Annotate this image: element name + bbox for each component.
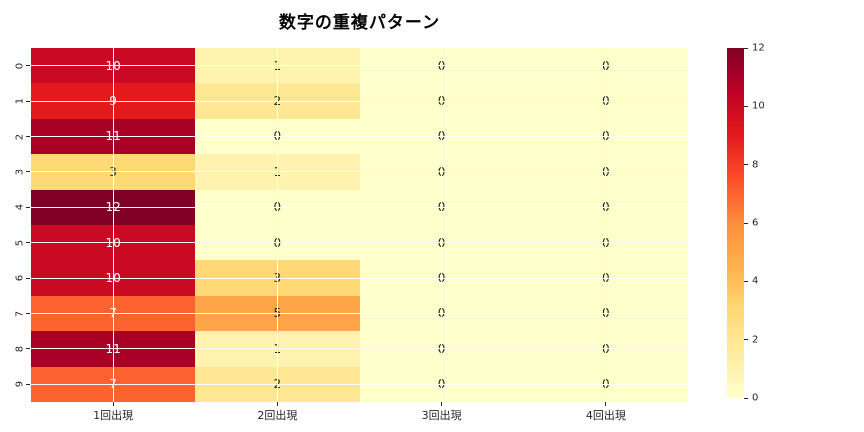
y-tick-label: 0	[14, 62, 26, 69]
heatmap-plot: 1010092001100031001200010000103007500111…	[31, 48, 688, 402]
y-tick-mark	[26, 65, 30, 67]
gridline	[31, 136, 688, 137]
y-tick-label: 1	[14, 97, 26, 105]
gridline	[605, 48, 607, 402]
x-tick-mark	[441, 402, 443, 406]
x-tick-mark	[276, 402, 278, 406]
gridline	[31, 383, 688, 385]
colorbar-tick-label: 4	[752, 275, 759, 287]
gridline	[31, 100, 688, 102]
y-tick-label: 2	[14, 133, 26, 140]
y-tick-mark	[26, 277, 30, 279]
colorbar-tick-mark	[744, 397, 748, 399]
colorbar-tick-mark	[744, 280, 748, 282]
y-tick-mark	[26, 313, 30, 314]
colorbar-tick-mark	[744, 164, 748, 166]
colorbar-tick-mark	[744, 105, 748, 107]
x-tick-label: 4回出現	[585, 409, 626, 422]
gridline	[441, 48, 443, 402]
gridline	[31, 65, 688, 67]
y-tick-mark	[26, 171, 30, 173]
gridline	[31, 348, 688, 350]
y-tick-label: 7	[14, 310, 26, 317]
gridline	[31, 206, 688, 208]
y-tick-label: 8	[14, 345, 26, 353]
gridline	[31, 171, 688, 173]
y-tick-mark	[26, 136, 30, 137]
colorbar-tick-mark	[744, 47, 748, 49]
x-tick-label: 3回出現	[421, 409, 462, 422]
colorbar-tick-label: 6	[752, 217, 759, 229]
gridline	[31, 313, 688, 314]
colorbar-tick-mark	[744, 339, 748, 341]
x-tick-mark	[605, 402, 607, 406]
y-tick-label: 9	[14, 381, 26, 388]
gridline	[276, 48, 278, 402]
y-tick-label: 5	[14, 239, 26, 246]
colorbar-tick-label: 12	[752, 42, 765, 54]
y-tick-mark	[26, 100, 30, 102]
colorbar-tick-label: 0	[752, 392, 759, 404]
y-tick-mark	[26, 348, 30, 350]
x-tick-label: 1回出現	[93, 409, 134, 422]
gridline	[31, 277, 688, 279]
x-tick-label: 2回出現	[257, 409, 298, 422]
y-tick-mark	[26, 383, 30, 385]
gridline	[31, 242, 688, 244]
x-tick-mark	[112, 402, 114, 406]
y-tick-label: 3	[14, 168, 26, 176]
colorbar-tick-label: 10	[752, 100, 765, 112]
colorbar-tick-label: 8	[752, 159, 759, 171]
colorbar-tick-mark	[744, 222, 748, 224]
y-tick-label: 6	[14, 274, 26, 282]
gridline	[112, 48, 114, 402]
colorbar-tick-label: 2	[752, 334, 759, 346]
y-tick-label: 4	[14, 204, 26, 211]
y-tick-mark	[26, 242, 30, 244]
chart-title: 数字の重複パターン	[278, 13, 441, 33]
y-tick-mark	[26, 206, 30, 208]
colorbar	[727, 48, 744, 398]
